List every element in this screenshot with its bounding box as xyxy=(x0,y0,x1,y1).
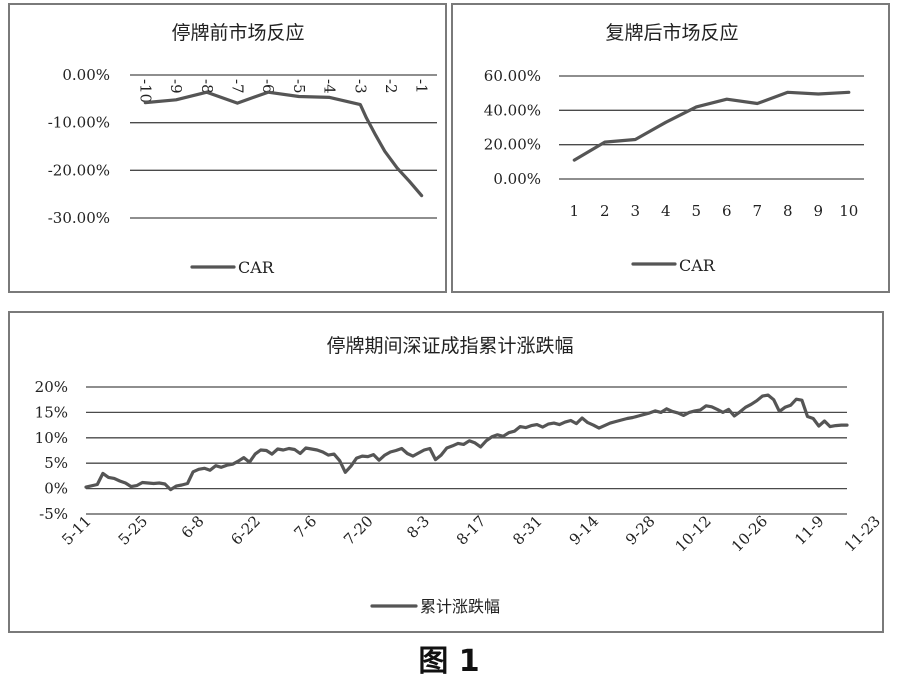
y-tick-label: -10.00% xyxy=(48,114,110,132)
x-tick-label: 8-17 xyxy=(453,512,490,549)
chart-post-resumption: 复牌后市场反应 60.00% 40.00% 20.00% 0.00% 1 2 3 4 5 6 7 8… xyxy=(484,22,864,275)
x-tick-label: 4 xyxy=(661,202,671,220)
series-line-car xyxy=(572,90,851,162)
series-line-car xyxy=(143,90,424,198)
y-tick-label: 40.00% xyxy=(484,101,541,119)
x-tick-label: 2 xyxy=(600,202,610,220)
chart-panel-pre-suspension: 停牌前市场反应 0.00% -10.00% -20.00% -30.00% -10 -9… xyxy=(8,3,447,293)
x-tick-label: 6-8 xyxy=(178,512,208,542)
y-tick-label: 0.00% xyxy=(62,66,110,84)
y-tick-label: 20.00% xyxy=(484,136,541,154)
y-tick-label: 60.00% xyxy=(484,67,541,85)
y-tick-label: -20.00% xyxy=(48,161,110,179)
x-tick-label: 7-20 xyxy=(340,512,377,549)
x-tick-label: 10-12 xyxy=(672,512,715,555)
y-tick-label: 10% xyxy=(35,429,68,447)
y-tick-label: 20% xyxy=(35,378,68,396)
x-tick-label: 9 xyxy=(813,202,823,220)
x-tick-label: 11-9 xyxy=(791,512,828,549)
legend-label: 累计涨跌幅 xyxy=(420,597,500,616)
x-tick-label: -7 xyxy=(228,79,246,94)
x-tick-label: -1 xyxy=(413,79,431,94)
x-tick-label: 5 xyxy=(691,202,701,220)
x-tick-label: 7 xyxy=(752,202,762,220)
x-tick-label: 9-14 xyxy=(566,512,603,549)
chart-title: 复牌后市场反应 xyxy=(605,22,738,44)
x-tick-label: -8 xyxy=(198,79,216,94)
figure-caption: 图 1 xyxy=(418,644,480,679)
y-tick-label: 0.00% xyxy=(493,170,541,188)
y-tick-label: 5% xyxy=(44,454,68,472)
x-tick-label: -5 xyxy=(290,79,308,94)
y-tick-label: -30.00% xyxy=(48,209,110,227)
x-tick-label: 6 xyxy=(722,202,732,220)
chart-title: 停牌期间深证成指累计涨跌幅 xyxy=(326,335,573,357)
y-tick-label: 0% xyxy=(44,480,68,498)
x-tick-label: 8-31 xyxy=(509,512,546,549)
x-tick-label: 7-6 xyxy=(291,512,321,542)
x-tick-label: 10-26 xyxy=(728,512,771,555)
x-tick-label: 8-3 xyxy=(403,512,433,542)
x-tick-label: 8 xyxy=(783,202,793,220)
x-tick-label: 1 xyxy=(569,202,579,220)
y-tick-label: -5% xyxy=(39,505,68,523)
x-tick-label: 5-25 xyxy=(115,512,152,549)
chart-panel-post-resumption: 复牌后市场反应 60.00% 40.00% 20.00% 0.00% 1 2 3 4 5 6 7 8… xyxy=(451,3,890,293)
chart-pre-suspension: 停牌前市场反应 0.00% -10.00% -20.00% -30.00% -10 -9… xyxy=(48,22,437,277)
chart-title: 停牌前市场反应 xyxy=(171,22,304,44)
x-tick-label: -9 xyxy=(167,79,185,94)
chart-panel-index-cumulative: 停牌期间深证成指累计涨跌幅 20% 15% 10% 5% 0% -5% 5-11 5-25 6… xyxy=(8,311,884,633)
y-tick-label: 15% xyxy=(35,403,68,421)
x-tick-label: -10 xyxy=(136,79,154,103)
legend-label: CAR xyxy=(679,256,716,275)
x-tick-label: -2 xyxy=(382,79,400,94)
series-line-cumulative xyxy=(84,393,849,492)
x-tick-label: 6-22 xyxy=(227,512,264,549)
x-tick-label: 11-23 xyxy=(841,512,884,555)
x-tick-label: 9-28 xyxy=(622,512,659,549)
x-tick-label: -6 xyxy=(259,79,277,94)
x-tick-label: 10 xyxy=(839,202,858,220)
x-tick-label: -3 xyxy=(351,79,369,94)
x-tick-label: -4 xyxy=(321,79,339,94)
legend-label: CAR xyxy=(238,258,275,277)
x-tick-label: 3 xyxy=(630,202,640,220)
chart-index-cumulative: 停牌期间深证成指累计涨跌幅 20%15%10%5%0%-5% 5-11 5-25 6… xyxy=(35,335,884,616)
